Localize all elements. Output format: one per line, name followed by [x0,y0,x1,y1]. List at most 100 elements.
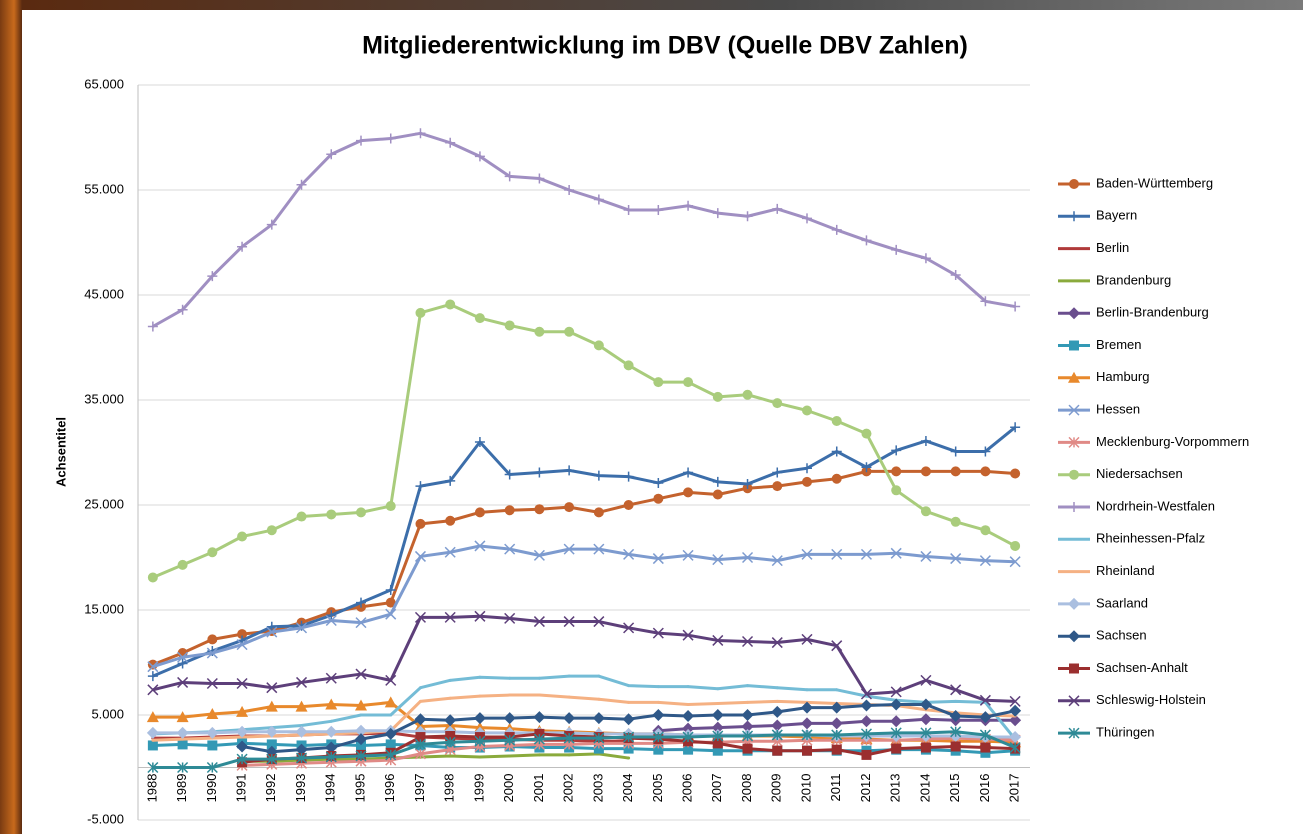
data-point [746,701,749,704]
data-point [538,694,541,697]
data-point [389,714,392,717]
x-tick-label: 2006 [680,774,695,803]
data-point [593,712,605,724]
data-point [594,507,604,517]
data-point [1069,664,1079,674]
data-point [657,701,660,704]
legend-label: Thüringen [1096,725,1155,740]
data-point [1010,469,1020,479]
data-point [504,712,516,724]
data-point [445,138,455,148]
data-point [954,700,957,703]
data-point [980,525,990,535]
data-point [772,746,782,756]
data-point [538,677,541,680]
data-point [806,688,809,691]
data-point [178,560,188,570]
x-tick-label: 2015 [947,774,962,803]
data-point [148,671,158,681]
data-point [419,686,422,689]
x-tick-label: 1994 [323,774,338,803]
data-point [594,471,604,481]
x-tick-label: 2009 [769,774,784,803]
data-point [683,377,693,387]
x-tick-label: 2010 [798,774,813,803]
data-point [207,740,217,750]
x-tick-label: 1995 [352,774,367,803]
x-tick-label: 2007 [709,774,724,803]
data-point [505,320,515,330]
data-point [683,467,693,477]
data-point [860,715,872,727]
data-point [356,507,366,517]
x-tick-label: 2001 [531,774,546,803]
data-point [713,208,723,218]
data-point [207,547,217,557]
data-point [742,709,754,721]
data-point [564,465,574,475]
series-line [153,427,1015,676]
data-point [921,506,931,516]
data-point [653,494,663,504]
x-tick-label: 1997 [412,774,427,803]
data-point [449,754,452,757]
legend-label: Rheinland [1096,563,1155,578]
data-point [861,429,871,439]
x-tick-label: 1999 [471,774,486,803]
legend-label: Mecklenburg-Vorpommern [1096,434,1249,449]
data-point [1069,211,1079,221]
legend-label: Schleswig-Holstein [1096,692,1206,707]
data-point [1069,470,1079,480]
data-point [564,185,574,195]
data-point [624,472,634,482]
data-point [831,717,843,729]
data-point [801,717,813,729]
data-point [687,703,690,706]
data-point [474,712,486,724]
legend-label: Baden-Württemberg [1096,175,1213,190]
legend-label: Brandenburg [1096,272,1171,287]
x-tick-label: 1988 [144,774,159,803]
x-tick-label: 1991 [234,774,249,803]
y-tick-label: 35.000 [84,391,124,406]
y-tick-label: -5.000 [87,811,124,826]
data-point [802,406,812,416]
data-point [475,313,485,323]
data-point [415,308,425,318]
data-point [563,712,575,724]
data-point [890,715,902,727]
chart-title: Mitgliederentwicklung im DBV (Quelle DBV… [362,32,968,60]
data-point [419,700,422,703]
data-point [627,757,630,760]
series-line [153,304,1015,577]
data-point [743,744,753,754]
data-point [980,743,990,753]
data-point [478,676,481,679]
data-point [860,700,872,712]
data-point [832,225,842,235]
x-tick-label: 2012 [858,774,873,803]
legend-label: Rheinhessen-Pfalz [1096,531,1205,546]
data-point [713,490,723,500]
data-point [921,466,931,476]
data-point [951,517,961,527]
data-point [652,709,664,721]
legend-label: Niedersachsen [1096,466,1183,481]
data-point [534,173,544,183]
y-tick-label: 15.000 [84,601,124,616]
y-axis-title: Achsentitel [53,417,68,487]
legend-label: Saarland [1096,595,1148,610]
x-tick-label: 2008 [739,774,754,803]
data-point [657,685,660,688]
data-point [891,744,901,754]
data-point [534,467,544,477]
x-tick-label: 1998 [442,774,457,803]
y-tick-label: 55.000 [84,181,124,196]
x-tick-label: 1992 [263,774,278,803]
data-point [564,502,574,512]
data-point [891,466,901,476]
data-point [776,686,779,689]
legend-label: Sachsen [1096,628,1147,643]
legend-label: Berlin-Brandenburg [1096,305,1209,320]
legend-label: Sachsen-Anhalt [1096,660,1188,675]
